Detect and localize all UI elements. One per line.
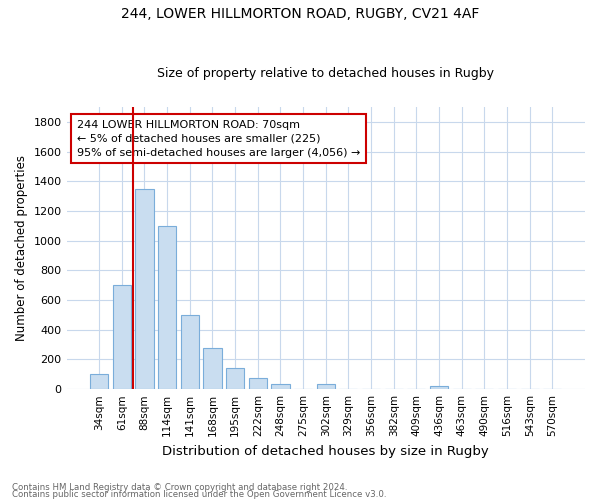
X-axis label: Distribution of detached houses by size in Rugby: Distribution of detached houses by size … [163,444,489,458]
Bar [249,378,267,389]
Text: Contains HM Land Registry data © Crown copyright and database right 2024.: Contains HM Land Registry data © Crown c… [12,484,347,492]
Bar [271,384,290,389]
Bar [158,226,176,389]
Text: Contains public sector information licensed under the Open Government Licence v3: Contains public sector information licen… [12,490,386,499]
Title: Size of property relative to detached houses in Rugby: Size of property relative to detached ho… [157,66,494,80]
Bar [181,315,199,389]
Text: 244, LOWER HILLMORTON ROAD, RUGBY, CV21 4AF: 244, LOWER HILLMORTON ROAD, RUGBY, CV21 … [121,8,479,22]
Text: 244 LOWER HILLMORTON ROAD: 70sqm
← 5% of detached houses are smaller (225)
95% o: 244 LOWER HILLMORTON ROAD: 70sqm ← 5% of… [77,120,360,158]
Bar [136,190,154,389]
Y-axis label: Number of detached properties: Number of detached properties [15,155,28,341]
Bar [430,386,448,389]
Bar [226,368,244,389]
Bar [203,348,221,389]
Bar [113,285,131,389]
Bar [90,374,108,389]
Bar [317,384,335,389]
